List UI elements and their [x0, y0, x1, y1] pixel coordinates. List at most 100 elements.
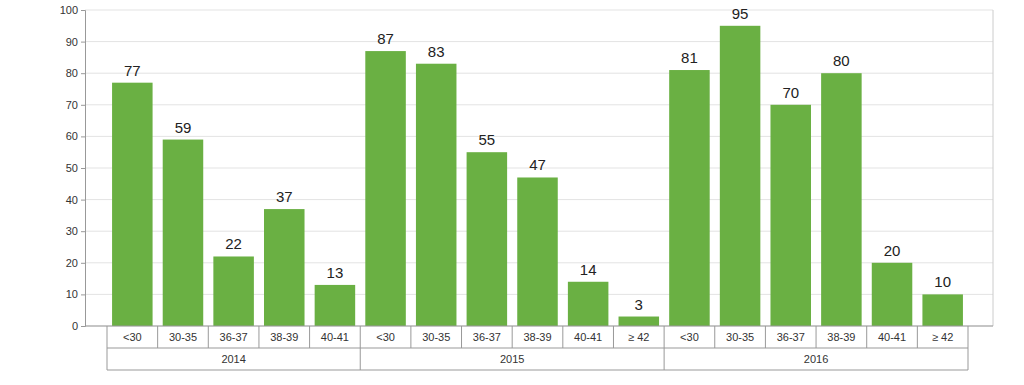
table-line — [208, 326, 209, 348]
x-tick: <30 — [376, 331, 395, 343]
table-line — [309, 326, 310, 348]
y-tick-mark — [81, 326, 85, 327]
table-line — [360, 326, 361, 370]
group-label: 2016 — [804, 353, 828, 365]
x-tick-label: 30-35 — [726, 331, 754, 343]
grid-line — [85, 326, 993, 327]
y-tick: 90 — [66, 36, 85, 48]
x-tick: 36-37 — [473, 331, 501, 343]
y-tick-label: 0 — [72, 320, 78, 332]
table-line — [157, 326, 158, 348]
y-tick: 50 — [66, 162, 85, 174]
data-label: 77 — [124, 62, 141, 79]
x-tick: 38-39 — [827, 331, 855, 343]
y-tick-mark — [81, 168, 85, 169]
y-tick-label: 50 — [66, 162, 78, 174]
chart: 0102030405060708090100775922371387835547… — [0, 0, 1024, 385]
x-tick: ≥ 42 — [628, 331, 649, 343]
bar — [112, 83, 153, 326]
bar — [213, 256, 254, 326]
x-tick: 30-35 — [169, 331, 197, 343]
bar — [922, 294, 963, 326]
bar — [315, 285, 356, 326]
y-tick: 40 — [66, 194, 85, 206]
grid-line — [85, 10, 993, 11]
y-tick-label: 90 — [66, 36, 78, 48]
y-tick: 30 — [66, 225, 85, 237]
bar — [264, 209, 305, 326]
x-tick: 36-37 — [220, 331, 248, 343]
x-tick-label: 38-39 — [270, 331, 298, 343]
y-tick-mark — [81, 231, 85, 232]
frame — [993, 10, 994, 326]
table-line — [917, 326, 918, 348]
y-tick-mark — [81, 105, 85, 106]
y-axis-line — [81, 11, 86, 327]
y-tick: 70 — [66, 99, 85, 111]
data-label: 10 — [934, 273, 951, 290]
data-label: 14 — [580, 261, 597, 278]
x-tick: 36-37 — [777, 331, 805, 343]
x-tick-label: 40-41 — [878, 331, 906, 343]
x-tick-label: 38-39 — [523, 331, 551, 343]
group-label: 2014 — [221, 353, 245, 365]
data-label: 37 — [276, 188, 293, 205]
table-line — [664, 326, 665, 370]
data-label: 22 — [225, 235, 242, 252]
y-tick-label: 60 — [66, 130, 78, 142]
data-label: 20 — [884, 242, 901, 259]
category-table: 2014 2015 2016 — [85, 326, 993, 370]
y-tick-mark — [81, 200, 85, 201]
x-tick: 38-39 — [523, 331, 551, 343]
bar — [821, 73, 862, 326]
table-line — [512, 326, 513, 348]
x-tick-label: <30 — [376, 331, 395, 343]
x-tick: 30-35 — [726, 331, 754, 343]
x-tick-label: 30-35 — [169, 331, 197, 343]
x-tick-label: 36-37 — [473, 331, 501, 343]
y-tick-mark — [81, 263, 85, 264]
y-axis: 0 10 20 30 40 50 60 70 80 90 100 — [60, 4, 86, 332]
data-labels: 775922371387835547143819570802010 — [124, 5, 951, 313]
x-tick-label: <30 — [680, 331, 699, 343]
x-axis: <30 30-35 36-37 38-39 40-41 <30 30-35 36-37 38-3… — [123, 331, 953, 343]
y-tick-label: 30 — [66, 225, 78, 237]
x-tick-label: 40-41 — [321, 331, 349, 343]
table-line — [107, 348, 968, 349]
table-line — [258, 326, 259, 348]
data-label: 59 — [175, 119, 192, 136]
table-line — [562, 326, 563, 348]
y-tick: 10 — [66, 288, 85, 300]
bar — [568, 282, 609, 326]
x-tick: 38-39 — [270, 331, 298, 343]
y-tick-mark — [81, 73, 85, 74]
table-line — [410, 326, 411, 348]
table-line — [765, 326, 766, 348]
x-tick: 30-35 — [422, 331, 450, 343]
bar — [872, 263, 913, 326]
x-tick: 40-41 — [574, 331, 602, 343]
y-tick-mark — [81, 10, 85, 11]
y-tick-label: 40 — [66, 194, 78, 206]
group-label: 2015 — [500, 353, 524, 365]
y-tick-label: 20 — [66, 257, 78, 269]
y-tick-mark — [81, 294, 85, 295]
data-label: 80 — [833, 52, 850, 69]
data-label: 3 — [635, 296, 643, 313]
y-tick-label: 100 — [60, 4, 78, 16]
y-tick-label: 80 — [66, 67, 78, 79]
bar — [770, 105, 811, 326]
x-tick: <30 — [680, 331, 699, 343]
y-tick-label: 70 — [66, 99, 78, 111]
x-tick-label: 30-35 — [422, 331, 450, 343]
y-tick: 80 — [66, 67, 85, 79]
bar — [669, 70, 710, 326]
y-tick-label: 10 — [66, 288, 78, 300]
bar — [720, 26, 761, 326]
y-tick: 0 — [72, 320, 85, 332]
bar — [416, 64, 457, 326]
table-line — [968, 326, 969, 370]
data-label: 81 — [681, 49, 698, 66]
table-line — [461, 326, 462, 348]
table-line — [866, 326, 867, 348]
